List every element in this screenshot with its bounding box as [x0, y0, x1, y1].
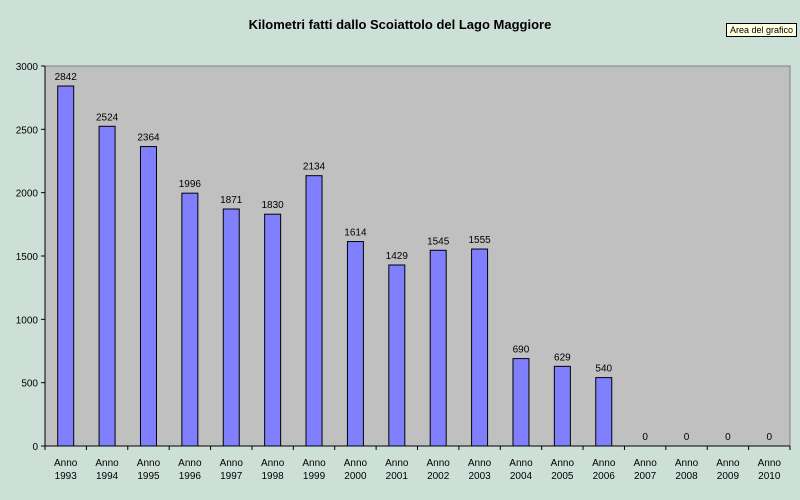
x-tick-label: Anno 1995 — [137, 458, 161, 482]
data-label: 2524 — [96, 112, 119, 123]
data-label: 0 — [684, 432, 690, 443]
bar[interactable] — [595, 377, 613, 447]
x-tick-label: Anno 2009 — [716, 458, 740, 482]
bar[interactable] — [264, 213, 282, 447]
y-tick-label: 2000 — [16, 189, 39, 200]
x-tick-label: Anno 2005 — [551, 458, 575, 482]
bar[interactable] — [98, 125, 116, 447]
x-tick-label: Anno 2004 — [509, 458, 533, 482]
y-tick-label: 500 — [21, 379, 38, 390]
data-label: 1614 — [344, 228, 367, 239]
bar[interactable] — [388, 264, 406, 447]
x-tick-label: Anno 1993 — [54, 458, 78, 482]
x-tick-label: Anno 1999 — [302, 458, 326, 482]
data-label: 690 — [513, 345, 530, 356]
data-labels: 2842 2524 2364 1996 1871 1830 2134 1614 1429 1545… — [55, 72, 773, 443]
data-label: 0 — [642, 432, 648, 443]
y-tick-label: 3000 — [16, 62, 39, 73]
data-label: 1545 — [427, 236, 450, 247]
data-label: 0 — [767, 432, 773, 443]
bar[interactable] — [471, 248, 489, 447]
x-tick-label: Anno 2003 — [468, 458, 492, 482]
x-tick-label: Anno 2008 — [675, 458, 699, 482]
bar[interactable] — [305, 175, 323, 447]
y-tick-label: 0 — [32, 442, 38, 453]
data-label: 2842 — [55, 72, 78, 83]
y-tick-label: 1000 — [16, 315, 39, 326]
data-label: 1830 — [262, 200, 285, 211]
y-tick-label: 2500 — [16, 125, 39, 136]
chart-area-tooltip: Area del grafico — [726, 23, 798, 37]
bar[interactable] — [57, 85, 75, 447]
x-tick-label: Anno 2002 — [427, 458, 451, 482]
bar[interactable] — [429, 249, 447, 447]
data-label: 0 — [725, 432, 731, 443]
data-label: 2364 — [137, 133, 160, 144]
data-label: 1555 — [468, 235, 491, 246]
x-tick-label: Anno 2007 — [633, 458, 657, 482]
x-axis: Anno 1993 Anno 1994 Anno 1995 Anno 1996 Anno 1997… — [44, 445, 791, 482]
x-tick-label: Anno 1998 — [261, 458, 285, 482]
bars — [57, 85, 613, 447]
x-tick-label: Anno 1996 — [178, 458, 202, 482]
bar[interactable] — [553, 365, 571, 447]
bar[interactable] — [222, 208, 240, 447]
bar[interactable] — [139, 146, 157, 447]
data-label: 1429 — [386, 251, 409, 262]
data-label: 540 — [595, 364, 612, 375]
y-tick-label: 1500 — [16, 252, 39, 263]
chart-title: Kilometri fatti dallo Scoiattolo del Lag… — [248, 17, 552, 32]
data-label: 629 — [554, 352, 571, 363]
data-label: 2134 — [303, 162, 326, 173]
data-label: 1871 — [220, 195, 243, 206]
x-tick-label: Anno 2010 — [758, 458, 782, 482]
x-tick-label: Anno 2006 — [592, 458, 616, 482]
x-tick-label: Anno 1997 — [220, 458, 244, 482]
bar[interactable] — [512, 358, 530, 447]
bar[interactable] — [181, 192, 199, 447]
plot-area[interactable] — [44, 65, 791, 447]
data-label: 1996 — [179, 179, 202, 190]
x-tick-label: Anno 2000 — [344, 458, 368, 482]
x-tick-label: Anno 2001 — [385, 458, 409, 482]
x-tick-label: Anno 1994 — [95, 458, 119, 482]
y-axis: 0 500 1000 1500 2000 2500 3000 — [16, 62, 46, 453]
bar[interactable] — [346, 241, 364, 447]
